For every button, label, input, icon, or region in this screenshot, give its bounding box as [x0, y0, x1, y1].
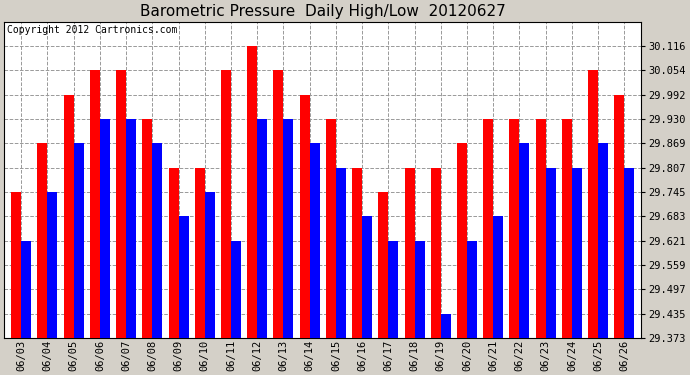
Bar — [326, 119, 336, 338]
Bar — [457, 143, 467, 338]
Bar — [273, 70, 284, 338]
Bar — [247, 46, 257, 338]
Bar — [21, 241, 31, 338]
Bar — [37, 143, 48, 338]
Bar — [535, 119, 546, 338]
Bar — [509, 119, 520, 338]
Bar — [48, 192, 57, 338]
Bar — [231, 241, 241, 338]
Bar — [562, 119, 572, 338]
Bar — [404, 168, 415, 338]
Bar — [493, 216, 503, 338]
Bar — [74, 143, 83, 338]
Bar — [520, 143, 529, 338]
Bar — [168, 168, 179, 338]
Bar — [624, 168, 634, 338]
Bar — [431, 168, 441, 338]
Bar — [100, 119, 110, 338]
Bar — [362, 216, 372, 338]
Bar — [310, 143, 319, 338]
Text: Copyright 2012 Cartronics.com: Copyright 2012 Cartronics.com — [8, 25, 178, 35]
Bar — [352, 168, 362, 338]
Bar — [63, 95, 74, 338]
Bar — [205, 192, 215, 338]
Bar — [415, 241, 424, 338]
Bar — [467, 241, 477, 338]
Bar — [614, 95, 624, 338]
Bar — [90, 70, 100, 338]
Title: Barometric Pressure  Daily High/Low  20120627: Barometric Pressure Daily High/Low 20120… — [140, 4, 506, 19]
Bar — [483, 119, 493, 338]
Bar — [126, 119, 136, 338]
Bar — [142, 119, 152, 338]
Bar — [179, 216, 188, 338]
Bar — [221, 70, 231, 338]
Bar — [378, 192, 388, 338]
Bar — [195, 168, 205, 338]
Bar — [388, 241, 398, 338]
Bar — [546, 168, 555, 338]
Bar — [336, 168, 346, 338]
Bar — [588, 70, 598, 338]
Bar — [299, 95, 310, 338]
Bar — [116, 70, 126, 338]
Bar — [572, 168, 582, 338]
Bar — [598, 143, 608, 338]
Bar — [441, 314, 451, 338]
Bar — [11, 192, 21, 338]
Bar — [284, 119, 293, 338]
Bar — [257, 119, 267, 338]
Bar — [152, 143, 162, 338]
